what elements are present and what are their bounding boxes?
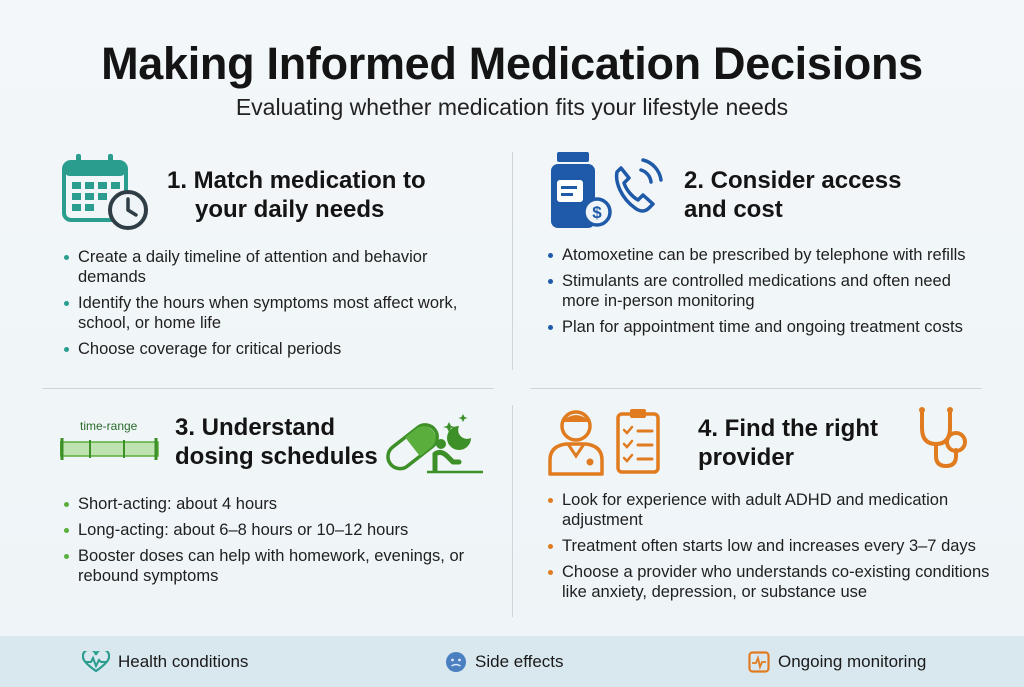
list-item: Stimulants are controlled medications an… [546,271,966,311]
section-4-heading-line1: 4. Find the right [698,415,878,442]
list-item: Look for experience with adult ADHD and … [546,490,996,530]
footer-label: Side effects [475,652,564,671]
section-2-heading-line1: 2. Consider access [684,167,902,194]
section-2-heading-line2: and cost [684,196,783,223]
section-3-heading-line1: 3. Understand [175,414,336,441]
page-subtitle: Evaluating whether medication fits your … [235,94,789,120]
monitor-pulse-icon [748,651,770,673]
time-range-bar-icon [60,438,159,460]
list-item: Booster doses can help with homework, ev… [62,546,482,586]
horizontal-divider-right [530,388,982,389]
list-item: Create a daily timeline of attention and… [62,247,482,287]
footer-item-side-effects: Side effects [445,651,564,673]
horizontal-divider-left [42,388,494,389]
footer-label: Ongoing monitoring [778,652,927,671]
footer-item-health-conditions: Health conditions [82,651,248,673]
list-item: Identify the hours when symptoms most af… [62,293,482,333]
timebar-label: time-range [80,419,138,433]
section-4-bullets: Look for experience with adult ADHD and … [546,490,996,608]
calendar-clock-icon [62,154,148,230]
vertical-divider-bottom [512,405,513,617]
list-item: Long-acting: about 6–8 hours or 10–12 ho… [62,520,482,540]
list-item: Treatment often starts low and increases… [546,536,996,556]
footer-item-ongoing-monitoring: Ongoing monitoring [748,651,926,673]
capsule-night-icon [386,414,483,474]
page-title: Making Informed Medication Decisions [101,38,923,89]
face-icon [446,652,466,672]
section-2-bullets: Atomoxetine can be prescribed by telepho… [546,245,966,343]
vertical-divider-top [512,152,513,370]
list-item: Plan for appointment time and ongoing tr… [546,317,966,337]
heart-pulse-icon [82,651,110,673]
list-item: Atomoxetine can be prescribed by telepho… [546,245,966,265]
section-3-bullets: Short-acting: about 4 hours Long-acting:… [62,494,482,592]
section-1-heading-line1: 1. Match medication to [167,167,426,194]
list-item: Choose a provider who understands co-exi… [546,562,996,602]
svg-text:$: $ [592,203,602,222]
stethoscope-icon [919,407,967,469]
pill-bottle-phone-icon: $ [551,152,663,228]
list-item: Choose coverage for critical periods [62,339,482,359]
section-1-bullets: Create a daily timeline of attention and… [62,247,482,365]
doctor-checklist-icon [548,409,660,476]
list-item: Short-acting: about 4 hours [62,494,482,514]
footer-bar [0,636,1024,687]
footer-label: Health conditions [118,652,249,671]
section-4-heading-line2: provider [698,444,795,471]
section-1-heading-line2: your daily needs [195,196,385,223]
section-3-heading-line2: dosing schedules [175,443,378,470]
